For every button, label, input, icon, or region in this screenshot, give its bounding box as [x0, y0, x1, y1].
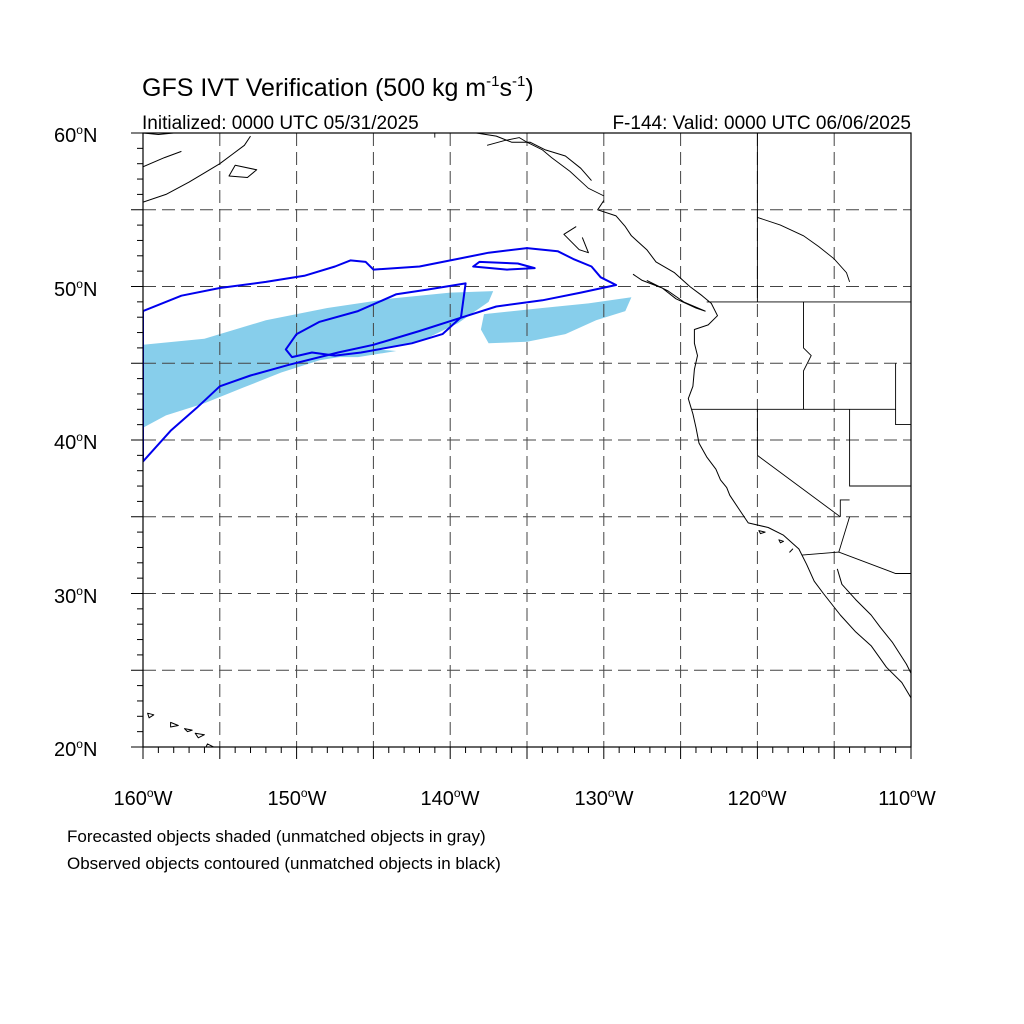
coastline [563, 226, 589, 254]
axis-ticks [131, 132, 912, 759]
valid-label: F-144: Valid: 0000 UTC 06/06/2025 [612, 113, 911, 134]
coastline [632, 273, 706, 312]
note-observed: Observed objects contoured (unmatched ob… [67, 854, 501, 873]
latitude-labels: 60oN 50oN 40oN 30oN 20oN [54, 123, 97, 761]
forecast-object-1 [143, 291, 494, 428]
lat-label-20: 20oN [54, 737, 97, 761]
forecast-object-2 [480, 297, 632, 344]
coastline [476, 133, 592, 181]
political-border [757, 216, 851, 283]
lon-label-120: 120oW [728, 786, 787, 810]
island [228, 164, 258, 178]
figure-title: GFS IVT Verification (500 kg m-1s-1) [142, 73, 534, 102]
political-border [838, 516, 851, 553]
political-border [756, 409, 841, 518]
map-plot-area [143, 133, 911, 747]
island [789, 548, 794, 553]
island [147, 712, 155, 719]
longitude-labels: 160oW 150oW 140oW 130oW 120oW 110oW [114, 786, 936, 810]
island [184, 728, 193, 733]
political-border [803, 301, 812, 410]
coastline [836, 568, 911, 674]
coastline [597, 200, 911, 699]
lat-label-30: 30oN [54, 584, 97, 608]
coastline [143, 135, 251, 203]
lon-label-160: 160oW [114, 786, 173, 810]
political-border [895, 363, 911, 426]
lon-label-150: 150oW [268, 786, 327, 810]
initialized-label: Initialized: 0000 UTC 05/31/2025 [142, 113, 419, 134]
lat-lon-gridlines [143, 133, 911, 747]
observed-objects-layer [143, 247, 618, 463]
coastline [143, 150, 182, 168]
lat-label-50: 50oN [54, 277, 97, 301]
coastline [143, 206, 144, 207]
lat-label-40: 40oN [54, 430, 97, 454]
political-border [486, 137, 604, 197]
island [194, 732, 205, 739]
island [758, 530, 766, 535]
political-border [801, 551, 911, 574]
lat-label-60: 60oN [54, 123, 97, 147]
political-border [839, 499, 850, 517]
observed-object-3 [284, 282, 467, 359]
note-forecast: Forecasted objects shaded (unmatched obj… [67, 827, 486, 846]
lon-label-140: 140oW [421, 786, 480, 810]
political-border [849, 409, 911, 487]
coastlines-layer [143, 133, 911, 747]
observed-object-2 [472, 260, 536, 271]
island [778, 539, 784, 544]
forecast-objects-layer [143, 291, 632, 428]
island [170, 721, 179, 728]
lon-label-130: 130oW [575, 786, 634, 810]
observed-object-1 [143, 247, 618, 463]
political-borders-layer [434, 133, 911, 574]
lon-label-110: 110oW [878, 786, 936, 810]
